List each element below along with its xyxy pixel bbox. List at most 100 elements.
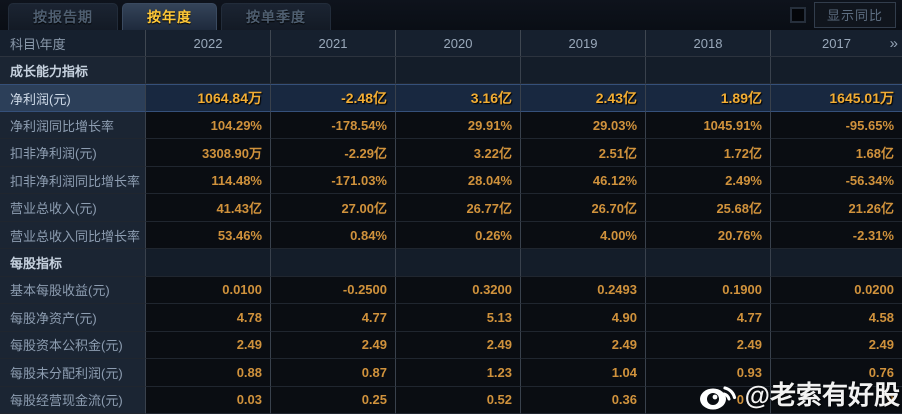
- table-cell: 0.93: [645, 359, 770, 387]
- table-cell: 29.03%: [520, 111, 645, 140]
- table-cell: 2.43亿: [520, 84, 645, 112]
- table-cell: -95.65%: [770, 111, 902, 140]
- table-cell: 4.77: [270, 304, 395, 332]
- row-label: 每股未分配利润(元): [0, 359, 145, 387]
- table-cell: 21.26亿: [770, 194, 902, 222]
- table-cell: 0.84%: [270, 221, 395, 250]
- table-cell: -171.03%: [270, 166, 395, 195]
- table-cell: 2.49: [395, 331, 520, 360]
- table-cell: 2.49: [145, 331, 270, 360]
- table-cell: 26.77亿: [395, 194, 520, 222]
- table-row[interactable]: 每股指标: [0, 249, 902, 277]
- row-label: 营业总收入同比增长率: [0, 221, 145, 250]
- column-header-2022: 2022: [145, 30, 270, 56]
- table-cell: 0.26%: [395, 221, 520, 250]
- table-cell: 0.52: [395, 386, 520, 414]
- tab-single-quarter[interactable]: 按单季度: [221, 3, 331, 30]
- table-row[interactable]: 净利润(元) 1064.84万 -2.48亿 3.16亿 2.43亿 1.89亿 1645.…: [0, 84, 902, 112]
- table-cell: [645, 249, 770, 277]
- tab-bar-tabs: 按报告期 按年度 按单季度: [8, 0, 335, 30]
- show-yoy-button[interactable]: 显示同比: [813, 2, 896, 28]
- table-cell: 3.22亿: [395, 139, 520, 167]
- table-cell: 2.49: [770, 331, 902, 360]
- table-row[interactable]: 扣非净利润同比增长率 114.48% -171.03% 28.04% 46.12% 2.4…: [0, 166, 902, 195]
- table-cell: [770, 249, 902, 277]
- table-header-row: 科目\年度 2022 2021 2020 2019 2018 2017 »: [0, 30, 902, 57]
- row-label: 净利润同比增长率: [0, 111, 145, 140]
- table-row[interactable]: 净利润同比增长率 104.29% -178.54% 29.91% 29.03% 1045.…: [0, 111, 902, 140]
- table-cell: 0.3200: [395, 276, 520, 305]
- row-label: 成长能力指标: [0, 57, 145, 85]
- year-label: 2020: [443, 35, 473, 51]
- year-label: 2022: [193, 35, 223, 51]
- table-cell: 2.49: [270, 331, 395, 360]
- table-row[interactable]: 营业总收入(元) 41.43亿 27.00亿 26.77亿 26.70亿 25.68亿 21…: [0, 194, 902, 222]
- table-cell: 0.2493: [520, 276, 645, 305]
- table-cell: [145, 57, 270, 85]
- year-label: 2018: [693, 35, 723, 51]
- table-cell: 1.72亿: [645, 139, 770, 167]
- year-label: 2021: [318, 35, 348, 51]
- table-row[interactable]: 每股经营现金流(元) 0.03 0.25 0.52 0.36 0 9: [0, 386, 902, 414]
- table-cell: [270, 57, 395, 85]
- table-cell: 29.91%: [395, 111, 520, 140]
- table-cell: 53.46%: [145, 221, 270, 250]
- row-label: 扣非净利润(元): [0, 139, 145, 167]
- table-cell: 4.58: [770, 304, 902, 332]
- table-cell: 5.13: [395, 304, 520, 332]
- table-cell: 2.51亿: [520, 139, 645, 167]
- table-row[interactable]: 扣非净利润(元) 3308.90万 -2.29亿 3.22亿 2.51亿 1.72亿 1.6…: [0, 139, 902, 167]
- table-row[interactable]: 营业总收入同比增长率 53.46% 0.84% 0.26% 4.00% 20.76% -2.…: [0, 221, 902, 250]
- tab-report-period[interactable]: 按报告期: [8, 3, 118, 30]
- row-label: 净利润(元): [0, 84, 145, 112]
- table-cell: 3308.90万: [145, 139, 270, 167]
- table-cell: 27.00亿: [270, 194, 395, 222]
- table-cell: 41.43亿: [145, 194, 270, 222]
- table-cell: 1645.01万: [770, 84, 902, 112]
- row-label: 每股指标: [0, 249, 145, 277]
- table-cell: 0.0200: [770, 276, 902, 305]
- row-label: 扣非净利润同比增长率: [0, 166, 145, 195]
- table-row[interactable]: 基本每股收益(元) 0.0100 -0.2500 0.3200 0.2493 0.1900…: [0, 276, 902, 305]
- show-yoy-checkbox[interactable]: [789, 7, 806, 23]
- table-cell: 28.04%: [395, 166, 520, 195]
- table-cell: 4.00%: [520, 221, 645, 250]
- column-header-2020: 2020: [395, 30, 520, 56]
- table-row[interactable]: 成长能力指标: [0, 57, 902, 85]
- table-cell: 1045.91%: [645, 111, 770, 140]
- table-cell: [395, 57, 520, 85]
- table-cell: 46.12%: [520, 166, 645, 195]
- column-header-2021: 2021: [270, 30, 395, 56]
- more-years-icon[interactable]: »: [889, 34, 898, 52]
- row-label: 每股资本公积金(元): [0, 331, 145, 360]
- row-label: 每股经营现金流(元): [0, 386, 145, 414]
- table-cell: 4.90: [520, 304, 645, 332]
- table-cell: 0.25: [270, 386, 395, 414]
- table-cell: 2.49: [645, 331, 770, 360]
- table-cell: -2.31%: [770, 221, 902, 250]
- table-cell: 114.48%: [145, 166, 270, 195]
- table-cell: 26.70亿: [520, 194, 645, 222]
- table-cell: 1.68亿: [770, 139, 902, 167]
- yoy-controls: 显示同比: [789, 0, 902, 30]
- table-cell: 0.03: [145, 386, 270, 414]
- table-cell: 9: [770, 386, 902, 414]
- table-cell: [770, 57, 902, 85]
- table-row[interactable]: 每股未分配利润(元) 0.88 0.87 1.23 1.04 0.93 0.76: [0, 359, 902, 387]
- row-label: 每股净资产(元): [0, 304, 145, 332]
- table-cell: -2.48亿: [270, 84, 395, 112]
- table-cell: 0.36: [520, 386, 645, 414]
- column-header-2019: 2019: [520, 30, 645, 56]
- year-label: 2019: [568, 35, 598, 51]
- table-cell: 20.76%: [645, 221, 770, 250]
- table-cell: 1.89亿: [645, 84, 770, 112]
- table-cell: [395, 249, 520, 277]
- corner-header: 科目\年度: [10, 36, 66, 52]
- tab-annual[interactable]: 按年度: [122, 3, 217, 30]
- row-label: 营业总收入(元): [0, 194, 145, 222]
- table-row[interactable]: 每股资本公积金(元) 2.49 2.49 2.49 2.49 2.49 2.49: [0, 331, 902, 360]
- table-body: 成长能力指标 净利润(元) 1064.84万 -2.48亿 3.16亿 2.43亿 1.89…: [0, 57, 902, 414]
- table-row[interactable]: 每股净资产(元) 4.78 4.77 5.13 4.90 4.77 4.58: [0, 304, 902, 332]
- table-cell: 0.76: [770, 359, 902, 387]
